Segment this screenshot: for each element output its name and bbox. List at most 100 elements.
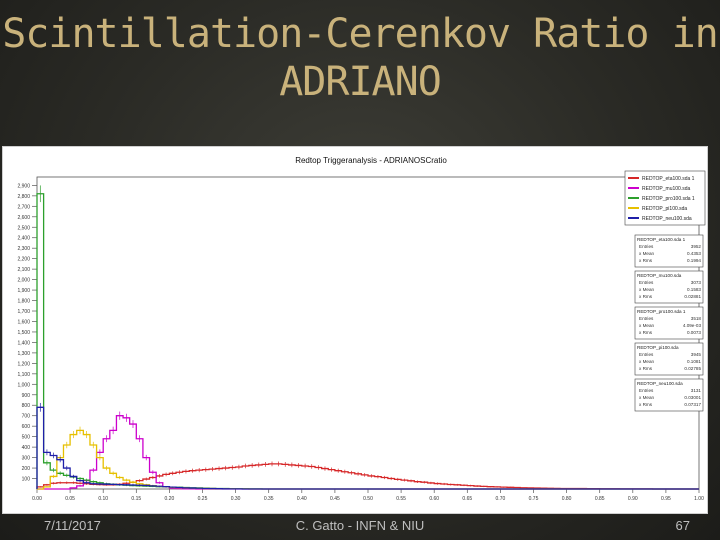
y-tick-label: 2,200 <box>17 257 30 263</box>
y-tick-label: 800 <box>22 403 31 409</box>
stats-key: Entries <box>639 280 654 285</box>
stats-value: 0.1583 <box>687 287 701 292</box>
y-tick-label: 100 <box>22 477 31 483</box>
stats-value: 0.1994 <box>687 258 701 263</box>
y-tick-label: 2,500 <box>17 225 30 231</box>
y-tick-label: 200 <box>22 466 31 472</box>
y-tick-label: 600 <box>22 424 31 430</box>
x-tick-label: 0.70 <box>496 496 506 502</box>
stats-key: Entries <box>639 388 654 393</box>
stats-value: 0.4353 <box>687 251 701 256</box>
y-tick-label: 1,500 <box>17 330 30 336</box>
stats-value: 3945 <box>691 352 702 357</box>
stats-value: 3952 <box>691 244 702 249</box>
x-tick-label: 0.80 <box>562 496 572 502</box>
legend-label: REDTOP_mu100.sda <box>642 186 690 192</box>
stats-key: x Mean <box>639 323 655 328</box>
slide-title-line-1: Scintillation-Cerenkov Ratio in <box>2 11 719 57</box>
y-tick-label: 1,600 <box>17 319 30 325</box>
stats-box-title: REDTOP_neu100.sda <box>637 381 683 386</box>
stats-key: Entries <box>639 244 654 249</box>
x-tick-label: 0.25 <box>198 496 208 502</box>
y-tick-label: 700 <box>22 414 31 420</box>
legend-label: REDTOP_pro100.sda 1 <box>642 196 695 202</box>
x-tick-label: 0.45 <box>330 496 340 502</box>
stats-key: Entries <box>639 316 654 321</box>
y-tick-label: 2,400 <box>17 236 30 242</box>
x-tick-label: 0.35 <box>264 496 274 502</box>
stats-key: x Mean <box>639 359 655 364</box>
x-tick-label: 0.75 <box>529 496 539 502</box>
stats-box <box>634 306 704 340</box>
x-tick-label: 1.00 <box>694 496 704 502</box>
stats-value: 4.09e-03 <box>683 323 702 328</box>
y-tick-label: 1,100 <box>17 372 30 378</box>
x-tick-label: 0.15 <box>131 496 141 502</box>
slide-title: Scintillation-Cerenkov Ratio in ADRIANO <box>0 10 720 106</box>
y-tick-label: 1,800 <box>17 299 30 305</box>
slide-title-line-2: ADRIANO <box>279 59 442 105</box>
series-line-2 <box>36 193 699 490</box>
y-tick-label: 2,000 <box>17 278 30 284</box>
stats-box-title: REDTOP_eta100.sda 1 <box>637 237 686 242</box>
y-tick-label: 2,600 <box>17 215 30 221</box>
y-tick-label: 2,700 <box>17 204 30 210</box>
x-tick-label: 0.95 <box>661 496 671 502</box>
x-tick-label: 0.00 <box>32 496 42 502</box>
stats-value: 0.02785 <box>684 366 701 371</box>
x-tick-label: 0.40 <box>297 496 307 502</box>
histogram-chart: Redtop Triggeranalysis - ADRIANOSCratio 1… <box>17 156 706 502</box>
series-line-1 <box>37 415 699 490</box>
stats-key: x Rms <box>639 402 653 407</box>
histogram-screenshot: Redtop Triggeranalysis - ADRIANOSCratio 1… <box>2 146 708 514</box>
stats-box <box>634 234 704 268</box>
stats-key: x Mean <box>639 395 655 400</box>
stats-box-title: REDTOP_mu100.sda <box>637 273 682 278</box>
x-tick-label: 0.20 <box>165 496 175 502</box>
x-tick-label: 0.05 <box>65 496 75 502</box>
plot-frame <box>36 176 700 490</box>
y-tick-label: 2,800 <box>17 194 30 200</box>
series-line-4 <box>36 406 699 490</box>
y-tick-label: 1,900 <box>17 288 30 294</box>
stats-value: 3073 <box>691 280 702 285</box>
legend-label: REDTOP_neu100.sda <box>642 216 692 222</box>
stats-value: 0.07317 <box>684 402 701 407</box>
y-tick-label: 1,700 <box>17 309 30 315</box>
stats-value: 0.02881 <box>684 294 701 299</box>
stats-key: x Rms <box>639 258 653 263</box>
y-tick-label: 1,400 <box>17 340 30 346</box>
x-tick-label: 0.30 <box>231 496 241 502</box>
y-tick-label: 900 <box>22 393 31 399</box>
footer-date: 7/11/2017 <box>44 518 101 533</box>
x-tick-label: 0.50 <box>363 496 373 502</box>
y-tick-label: 1,200 <box>17 361 30 367</box>
legend-label: REDTOP_pi100.sda <box>642 206 687 212</box>
legend-label: REDTOP_eta100.sda 1 <box>642 176 695 182</box>
stats-value: 0.0073 <box>687 330 701 335</box>
chart-title: Redtop Triggeranalysis - ADRIANOSCratio <box>295 156 447 165</box>
stats-value: 0.03001 <box>684 395 701 400</box>
footer-author: C. Gatto - INFN & NIU <box>295 518 425 533</box>
stats-box-title: REDTOP_pro100.sda 1 <box>637 309 686 314</box>
stats-key: x Rms <box>639 330 653 335</box>
y-tick-label: 400 <box>22 445 31 451</box>
stats-key: x Rms <box>639 366 653 371</box>
stats-box <box>634 342 704 376</box>
x-tick-label: 0.90 <box>628 496 638 502</box>
stats-value: 3518 <box>691 316 702 321</box>
y-tick-label: 2,300 <box>17 246 30 252</box>
x-tick-label: 0.65 <box>462 496 472 502</box>
stats-box <box>634 270 704 304</box>
x-tick-label: 0.60 <box>429 496 439 502</box>
stats-box <box>634 378 704 412</box>
stats-key: Entries <box>639 352 654 357</box>
stats-value: 3131 <box>691 388 702 393</box>
x-tick-label: 0.10 <box>98 496 108 502</box>
y-tick-label: 2,900 <box>17 183 30 189</box>
stats-box-title: REDTOP_pi100.sda <box>637 345 679 350</box>
y-tick-label: 300 <box>22 456 31 462</box>
y-tick-label: 1,000 <box>17 382 30 388</box>
stats-key: x Mean <box>639 251 655 256</box>
y-tick-label: 1,300 <box>17 351 30 357</box>
